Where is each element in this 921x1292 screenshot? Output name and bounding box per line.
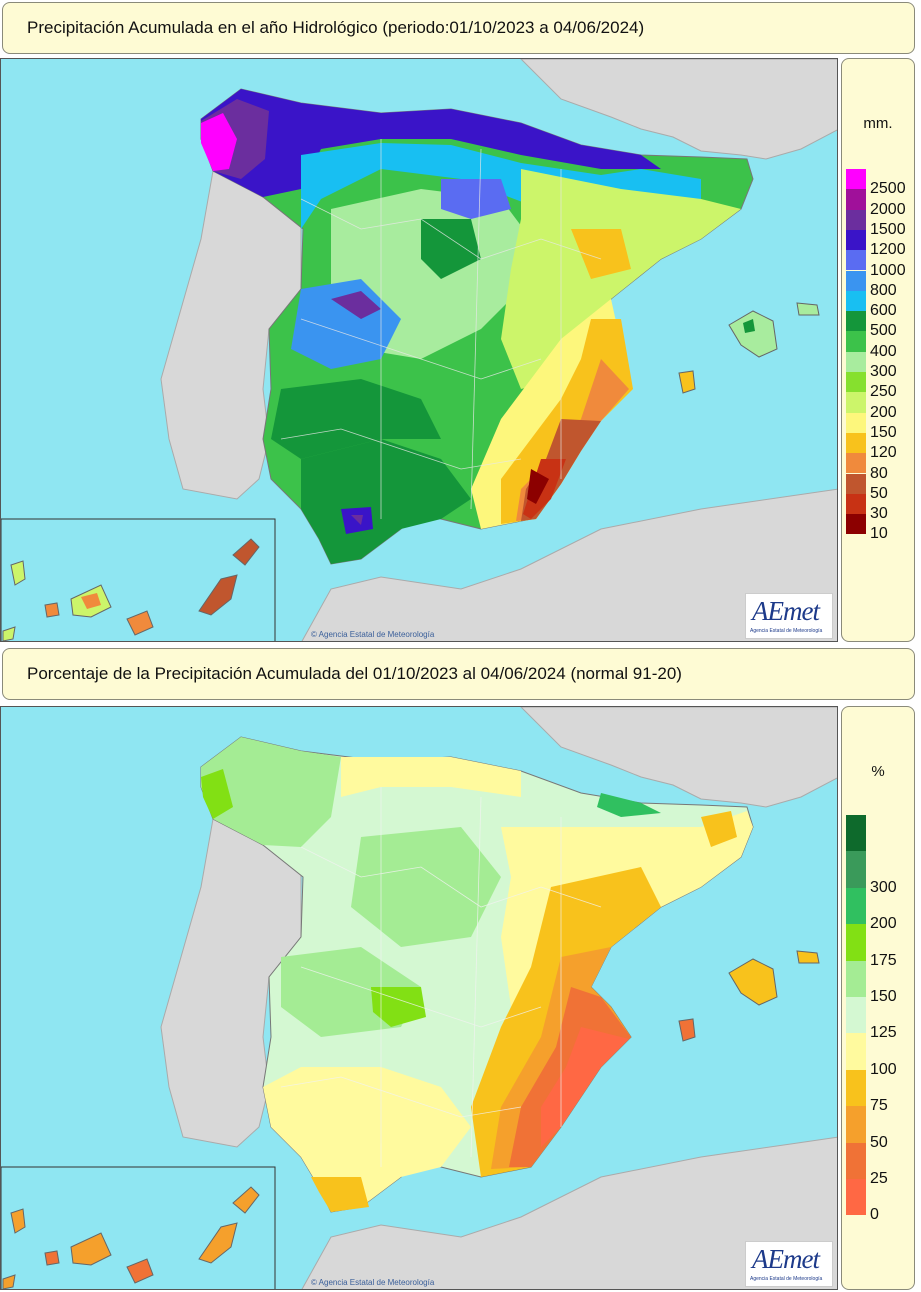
bottom-legend-swatch bbox=[846, 924, 866, 961]
bottom-legend-label: 50 bbox=[870, 1133, 888, 1151]
bottom-legend-label: 300 bbox=[870, 878, 897, 896]
top-legend-swatch bbox=[846, 270, 866, 291]
bottom-legend-label: 175 bbox=[870, 951, 897, 969]
top-legend-label: 500 bbox=[870, 322, 897, 340]
portugal-land bbox=[160, 818, 302, 1148]
bottom-legend-swatch bbox=[846, 1069, 866, 1107]
france-land bbox=[520, 707, 837, 808]
top-legend-swatch bbox=[846, 250, 866, 271]
top-legend-label: 600 bbox=[870, 302, 897, 320]
bottom-legend-swatch bbox=[846, 960, 866, 997]
top-legend-label: 300 bbox=[870, 363, 897, 380]
france-land bbox=[520, 59, 837, 160]
bottom-legend-unit: % bbox=[871, 763, 885, 780]
top-legend-swatch bbox=[846, 493, 866, 515]
bottom-legend-swatch bbox=[846, 1179, 866, 1216]
top-legend-label: 50 bbox=[870, 484, 888, 502]
ibiza bbox=[678, 1018, 696, 1042]
bottom-legend-swatch bbox=[846, 851, 866, 888]
mallorca bbox=[728, 958, 778, 1006]
top-legend-swatch bbox=[846, 412, 866, 433]
bottom-legend-swatch bbox=[846, 887, 866, 925]
bottom-map-credit: © Agencia Estatal de Meteorología bbox=[311, 1278, 435, 1287]
top-legend-label: 400 bbox=[870, 342, 897, 360]
bottom-legend-swatch bbox=[846, 997, 866, 1034]
menorca bbox=[796, 950, 820, 964]
top-legend-swatch bbox=[846, 290, 866, 312]
top-aemet-logo: AEmet Agencia Estatal de Meteorología bbox=[745, 593, 833, 639]
bottom-percentage-map: © Agencia Estatal de Meteorología AEmet … bbox=[0, 706, 838, 1290]
top-legend-swatch bbox=[846, 514, 866, 535]
top-legend-label: 1200 bbox=[870, 241, 906, 259]
africa-land bbox=[301, 488, 837, 641]
bottom-legend-label: 0 bbox=[870, 1206, 879, 1224]
top-legend-unit: mm. bbox=[863, 115, 893, 132]
top-legend: mm. 2500 2000 1500 1200 1000 800 600 500 400 300 2… bbox=[841, 58, 915, 642]
top-legend-label: 10 bbox=[870, 525, 888, 543]
bottom-legend-label: 150 bbox=[870, 988, 897, 1005]
bottom-aemet-logo: AEmet Agencia Estatal de Meteorología bbox=[745, 1241, 833, 1287]
ibiza bbox=[678, 370, 696, 394]
top-legend-label: 1000 bbox=[870, 261, 906, 279]
top-title-box: Precipitación Acumulada en el año Hidrol… bbox=[2, 2, 915, 54]
top-legend-swatch bbox=[846, 432, 866, 454]
top-legend-label: 2500 bbox=[870, 180, 906, 198]
bottom-legend-label: 125 bbox=[870, 1024, 897, 1042]
bottom-legend-swatch bbox=[846, 1142, 866, 1179]
top-legend-swatch bbox=[846, 229, 866, 251]
bottom-legend-label: 200 bbox=[870, 915, 897, 933]
bottom-legend-label: 75 bbox=[870, 1097, 888, 1115]
bottom-legend-label: 25 bbox=[870, 1170, 888, 1187]
top-legend-swatch bbox=[846, 311, 866, 332]
top-legend-label: 2000 bbox=[870, 200, 906, 218]
top-precipitation-map: © Agencia Estatal de Meteorología AEmet … bbox=[0, 58, 838, 642]
bottom-legend-swatch bbox=[846, 815, 866, 852]
top-legend-label: 200 bbox=[870, 403, 897, 421]
africa-land bbox=[301, 1136, 837, 1289]
top-legend-label: 800 bbox=[870, 281, 897, 299]
top-legend-swatch bbox=[846, 392, 866, 413]
top-legend-swatch bbox=[846, 372, 866, 393]
menorca bbox=[796, 302, 820, 316]
top-legend-swatch bbox=[846, 453, 866, 474]
bottom-legend: % 300 200 175 150 125 100 75 50 25 0 bbox=[841, 706, 915, 1290]
top-legend-label: 150 bbox=[870, 423, 897, 441]
top-legend-swatch bbox=[846, 331, 866, 352]
bottom-map-title: Porcentaje de la Precipitación Acumulada… bbox=[27, 664, 682, 683]
top-legend-swatch bbox=[846, 473, 866, 494]
top-legend-swatch bbox=[846, 351, 866, 372]
top-map-title: Precipitación Acumulada en el año Hidrol… bbox=[27, 18, 645, 37]
top-legend-swatch bbox=[846, 169, 866, 190]
top-legend-label: 120 bbox=[870, 444, 897, 462]
bottom-legend-label: 100 bbox=[870, 1060, 897, 1078]
top-legend-label: 80 bbox=[870, 464, 888, 482]
portugal-land bbox=[160, 170, 302, 500]
bottom-title-box: Porcentaje de la Precipitación Acumulada… bbox=[2, 648, 915, 700]
top-legend-label: 30 bbox=[870, 505, 888, 523]
top-legend-swatch bbox=[846, 209, 866, 230]
bottom-legend-swatch bbox=[846, 1106, 866, 1143]
top-legend-label: 1500 bbox=[870, 220, 906, 238]
mallorca bbox=[728, 310, 778, 358]
bottom-legend-swatch bbox=[846, 1033, 866, 1070]
top-map-credit: © Agencia Estatal de Meteorología bbox=[311, 630, 435, 639]
top-legend-swatch bbox=[846, 189, 866, 210]
top-legend-label: 250 bbox=[870, 383, 897, 401]
